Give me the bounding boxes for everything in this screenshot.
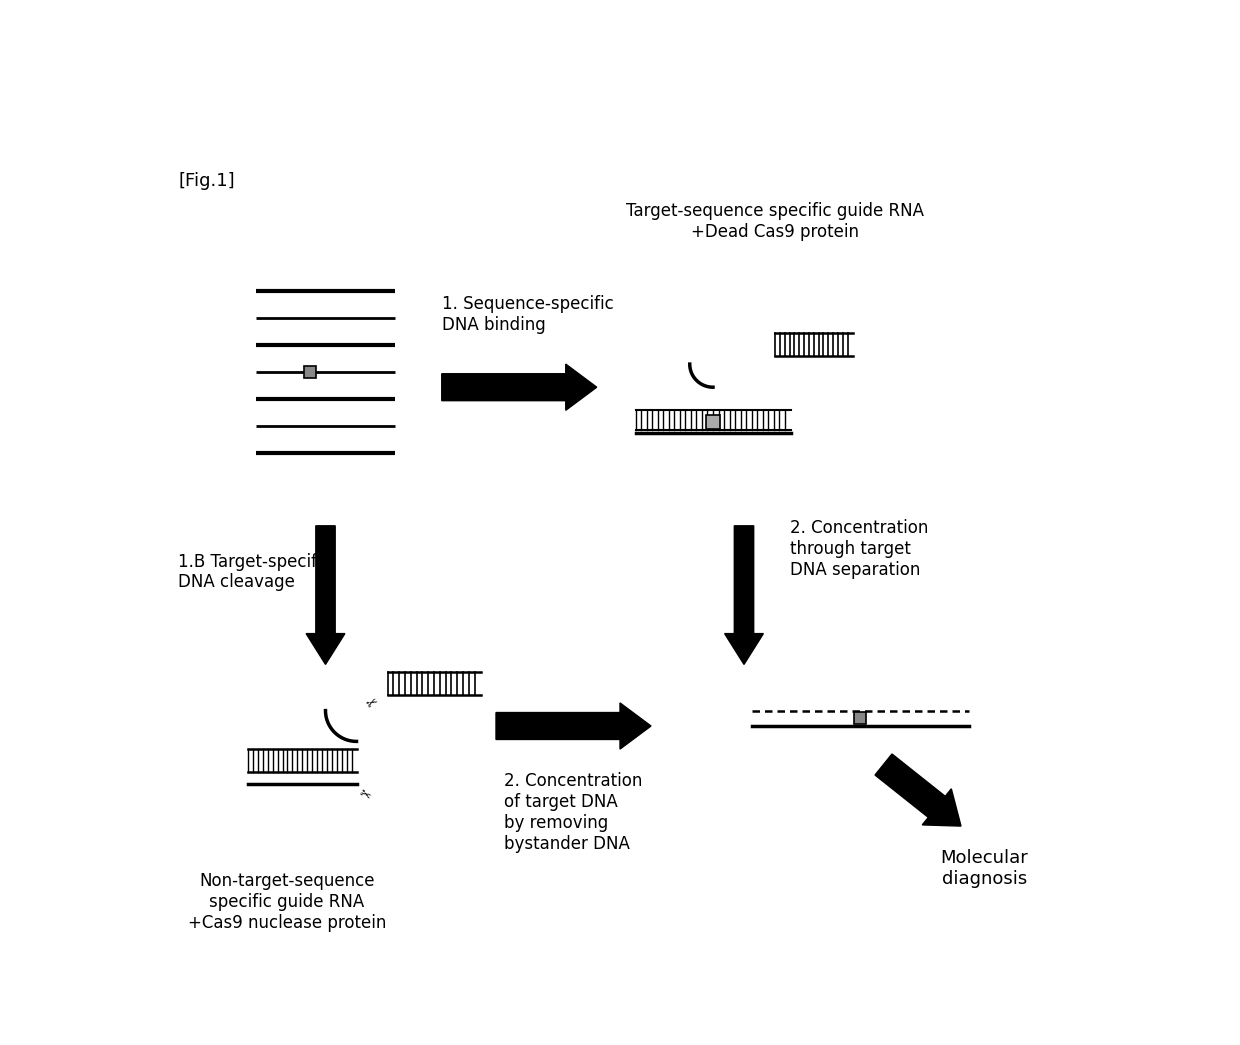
FancyArrow shape	[496, 703, 651, 749]
Text: Non-target-sequence
specific guide RNA
+Cas9 nuclease protein: Non-target-sequence specific guide RNA +…	[187, 873, 386, 932]
Text: 1. Sequence-specific
DNA binding: 1. Sequence-specific DNA binding	[441, 295, 614, 333]
Text: ✂: ✂	[363, 694, 381, 712]
Text: Target-sequence specific guide RNA
+Dead Cas9 protein: Target-sequence specific guide RNA +Dead…	[626, 203, 924, 241]
Text: ✂: ✂	[356, 786, 373, 805]
Text: 2. Concentration
through target
DNA separation: 2. Concentration through target DNA sepa…	[791, 519, 929, 579]
FancyArrow shape	[875, 754, 961, 827]
Text: [Fig.1]: [Fig.1]	[179, 171, 234, 189]
FancyArrow shape	[441, 364, 596, 411]
Text: 1.B Target-specific
DNA cleavage: 1.B Target-specific DNA cleavage	[179, 553, 331, 591]
FancyArrow shape	[306, 526, 345, 665]
Text: Molecular
diagnosis: Molecular diagnosis	[940, 850, 1028, 888]
Text: 2. Concentration
of target DNA
by removing
bystander DNA: 2. Concentration of target DNA by removi…	[503, 772, 642, 853]
FancyArrow shape	[724, 526, 764, 665]
